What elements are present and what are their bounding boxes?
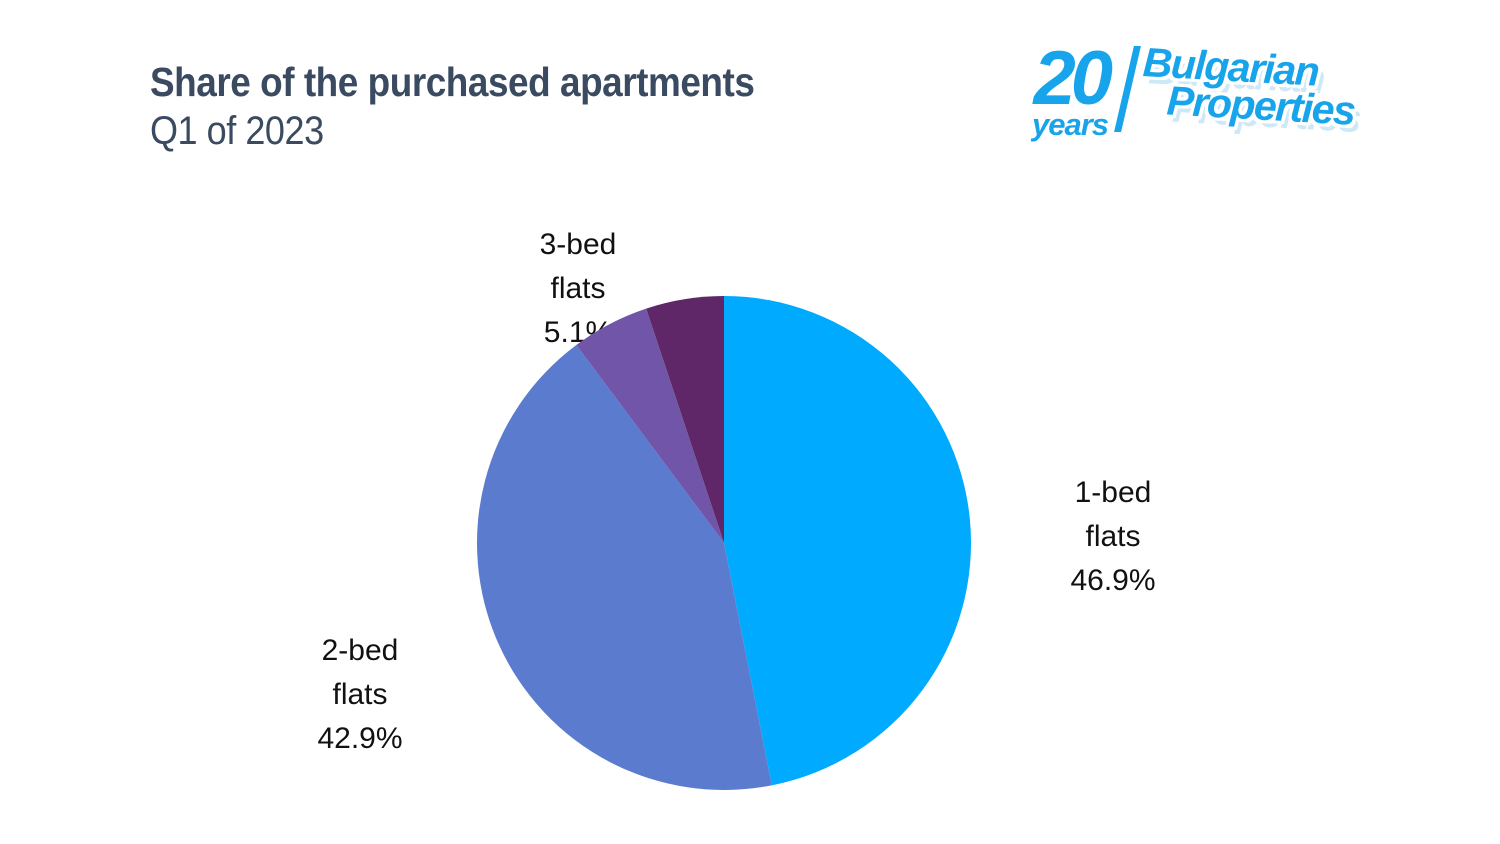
- title-block: Share of the purchased apartments Q1 of …: [150, 58, 755, 154]
- logo-brand-line2: Properties: [1165, 77, 1356, 134]
- logo-years-label: years: [1032, 107, 1109, 142]
- pie-label-2-bed-value: 42.9%: [317, 722, 403, 755]
- pie-label-1-bed-flats: 1-bed flats 46.9%: [1028, 471, 1198, 603]
- pie-label-1-bed-line2: flats: [1085, 520, 1141, 553]
- pie-label-3-bed-line1: 3-bed: [539, 228, 617, 261]
- pie-chart: [477, 296, 971, 790]
- brand-logo: 20 years Bulgarian Properties: [1032, 36, 1358, 142]
- pie-label-3-bed-line2: flats: [550, 272, 606, 305]
- pie-slice-2-bed-flats: [477, 345, 772, 790]
- page-subtitle: Q1 of 2023: [150, 109, 324, 153]
- pie-slice-1-bed-flats: [724, 296, 971, 786]
- pie-slice-unlabeled: [646, 296, 724, 543]
- page-title: Share of the purchased apartments: [150, 59, 755, 105]
- pie-label-1-bed-value: 46.9%: [1070, 564, 1156, 597]
- logo-years-block: 20 years: [1032, 36, 1113, 142]
- logo-20-number: 20: [1033, 36, 1113, 121]
- pie-label-2-bed-flats: 2-bed flats 42.9%: [275, 629, 445, 761]
- logo-divider-slash-icon: [1114, 46, 1141, 132]
- pie-label-2-bed-line1: 2-bed: [321, 634, 399, 667]
- pie-label-2-bed-line2: flats: [332, 678, 388, 711]
- logo-brand-name: Bulgarian Properties: [1140, 39, 1358, 134]
- pie-slice-3-bed-flats: [576, 308, 724, 543]
- pie-label-1-bed-line1: 1-bed: [1074, 476, 1152, 509]
